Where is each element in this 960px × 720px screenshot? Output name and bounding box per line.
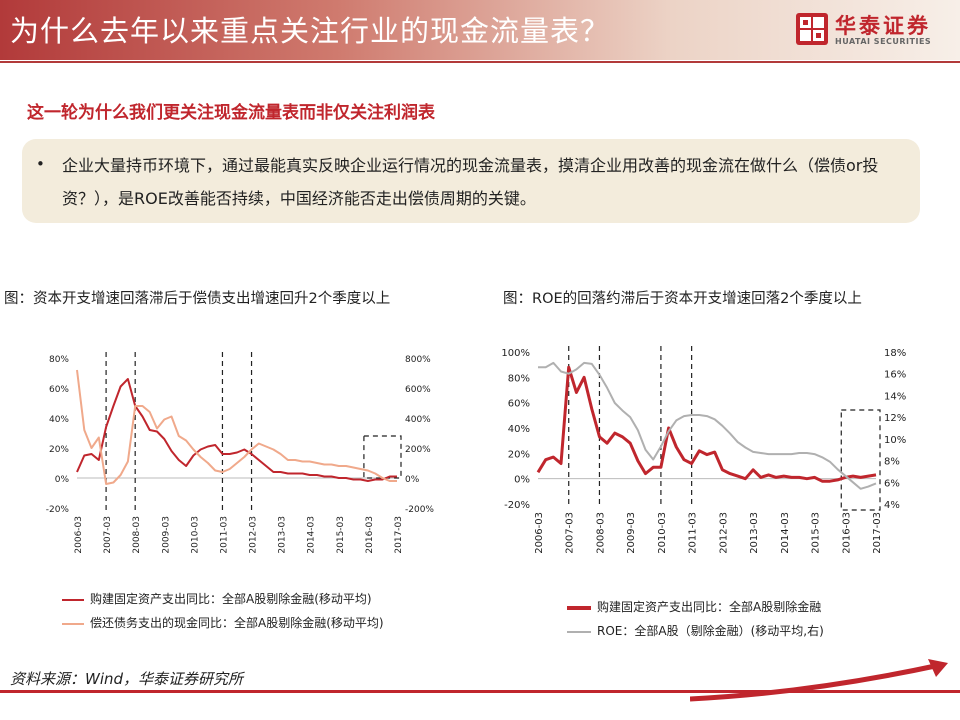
- x-tick-label: 2007-03: [565, 512, 576, 554]
- y-right-tick-label: 16%: [884, 370, 906, 381]
- source-note: 资料来源：Wind，华泰证券研究所: [10, 670, 244, 688]
- section-subtitle: 这一轮为什么我们更关注现金流量表而非仅关注利润表: [27, 103, 435, 123]
- y-right-tick-label: 12%: [884, 413, 906, 424]
- y-left-tick-label: 100%: [501, 348, 530, 359]
- x-tick-label: 2015-03: [811, 512, 822, 554]
- title-bar: 为什么去年以来重点关注行业的现金流量表？ 华泰证券 HUATAI SECURIT…: [0, 0, 960, 60]
- y-right-tick-label: 8%: [884, 457, 900, 468]
- legend-swatch: [62, 622, 84, 625]
- chart-1-legend-item-2: 偿还债务支出的现金同比：全部A股剔除金融(移动平均): [62, 614, 384, 631]
- chart-2-legend-item-2: ROE：全部A股（剔除金融）(移动平均,右): [567, 622, 824, 639]
- legend-label: 购建固定资产支出同比：全部A股剔除金融: [597, 600, 822, 614]
- y-left-tick-label: 40%: [508, 424, 530, 435]
- header-divider: [0, 61, 960, 63]
- series-line-1: [536, 365, 877, 483]
- x-tick-label: 2009-03: [626, 512, 637, 554]
- x-tick-label: 2012-03: [249, 516, 259, 554]
- x-tick-label: 2013-03: [278, 516, 288, 554]
- y-left-tick-label: 80%: [508, 373, 530, 384]
- y-right-tick-label: 200%: [405, 445, 431, 455]
- legend-swatch: [567, 630, 591, 633]
- y-left-tick-label: 60%: [49, 385, 69, 395]
- x-tick-label: 2014-03: [307, 516, 317, 554]
- x-tick-label: 2015-03: [336, 516, 346, 554]
- chart-1-legend-item-1: 购建固定资产支出同比：全部A股剔除金融(移动平均): [62, 590, 372, 607]
- x-tick-label: 2016-03: [365, 516, 375, 554]
- y-left-tick-label: 60%: [508, 399, 530, 410]
- x-tick-label: 2012-03: [718, 512, 729, 554]
- x-tick-label: 2008-03: [595, 512, 606, 554]
- y-right-tick-label: 0%: [405, 475, 420, 485]
- legend-label: 偿还债务支出的现金同比：全部A股剔除金融(移动平均): [90, 616, 384, 630]
- y-left-tick-label: 20%: [49, 445, 69, 455]
- chart-2-title: 图：ROE的回落约滞后于资本开支增速回落2个季度以上: [503, 291, 862, 307]
- series-line-2: [76, 369, 397, 485]
- logo-name-en: HUATAI SECURITIES: [835, 37, 932, 46]
- series-line-1: [76, 378, 397, 482]
- y-right-tick-label: 4%: [884, 500, 900, 511]
- x-tick-label: 2011-03: [219, 516, 229, 554]
- x-tick-label: 2009-03: [161, 516, 171, 554]
- y-left-tick-label: 80%: [49, 355, 69, 365]
- highlight-box: [840, 409, 881, 511]
- footer-divider: [0, 690, 960, 693]
- legend-swatch: [62, 598, 84, 601]
- x-tick-label: 2017-03: [872, 512, 883, 554]
- chart-1-title: 图：资本开支增速回落滞后于偿债支出增速回升2个季度以上: [4, 291, 391, 307]
- x-tick-label: 2016-03: [841, 512, 852, 554]
- legend-label: 购建固定资产支出同比：全部A股剔除金融(移动平均): [90, 592, 372, 606]
- x-tick-label: 2013-03: [749, 512, 760, 554]
- y-right-tick-label: 18%: [884, 348, 906, 359]
- bullet-marker: •: [36, 155, 45, 173]
- y-right-tick-label: -200%: [405, 505, 434, 515]
- company-logo: 华泰证券 HUATAI SECURITIES: [795, 10, 945, 50]
- y-left-tick-label: 0%: [55, 475, 70, 485]
- x-tick-label: 2011-03: [688, 512, 699, 554]
- y-right-tick-label: 400%: [405, 415, 431, 425]
- x-tick-label: 2006-03: [534, 512, 545, 554]
- y-right-tick-label: 14%: [884, 391, 906, 402]
- y-right-tick-label: 800%: [405, 355, 431, 365]
- y-left-tick-label: 0%: [514, 475, 530, 486]
- chart-2: 100% 80% 60% 40% 20% 0% -20% 18% 16% 14% 12% 10% 8% 6…: [501, 346, 906, 554]
- decorative-arrow-icon: [690, 659, 948, 702]
- x-tick-label: 2014-03: [780, 512, 791, 554]
- legend-swatch: [567, 605, 591, 610]
- series-line-2: [538, 361, 877, 490]
- huatai-logo-icon: [796, 13, 828, 45]
- y-right-tick-label: 600%: [405, 385, 431, 395]
- legend-label: ROE：全部A股（剔除金融）(移动平均,右): [597, 624, 824, 638]
- x-tick-label: 2007-03: [103, 516, 113, 554]
- x-tick-label: 2006-03: [74, 516, 84, 554]
- y-left-tick-label: -20%: [504, 500, 530, 511]
- page-title: 为什么去年以来重点关注行业的现金流量表？: [10, 14, 611, 48]
- y-left-tick-label: -20%: [46, 505, 70, 515]
- y-right-tick-label: 6%: [884, 478, 900, 489]
- logo-name-cn: 华泰证券: [835, 14, 931, 38]
- bullet-box: • 企业大量持币环境下，通过最能真实反映企业运行情况的现金流量表，摸清企业用改善…: [22, 139, 920, 223]
- chart-1: 80% 60% 40% 20% 0% -20% 800% 600% 400% 200% 0% -200…: [46, 352, 434, 554]
- y-left-tick-label: 20%: [508, 449, 530, 460]
- x-tick-label: 2017-03: [394, 516, 404, 554]
- x-tick-label: 2010-03: [657, 512, 668, 554]
- x-tick-label: 2010-03: [190, 516, 200, 554]
- chart-2-legend-item-1: 购建固定资产支出同比：全部A股剔除金融: [567, 598, 821, 615]
- highlight-box: [363, 435, 402, 479]
- bullet-text: 企业大量持币环境下，通过最能真实反映企业运行情况的现金流量表，摸清企业用改善的现…: [62, 156, 879, 208]
- y-left-tick-label: 40%: [49, 415, 69, 425]
- y-right-tick-label: 10%: [884, 435, 906, 446]
- x-tick-label: 2008-03: [132, 516, 142, 554]
